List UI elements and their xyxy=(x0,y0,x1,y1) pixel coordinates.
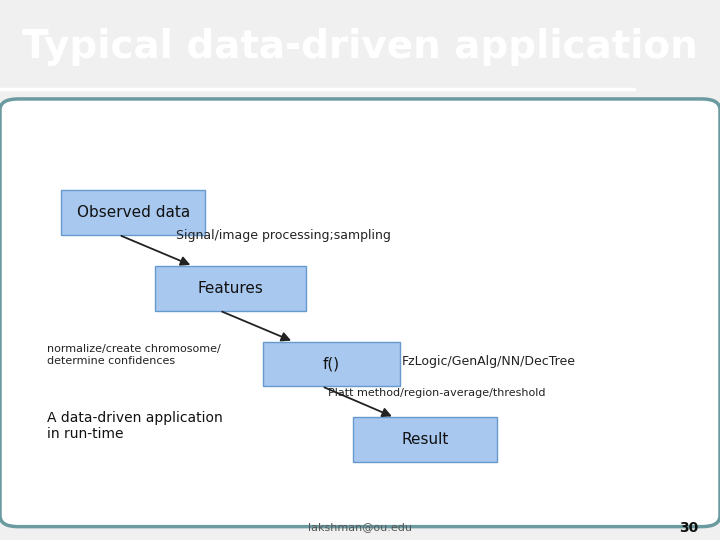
FancyBboxPatch shape xyxy=(263,342,400,386)
FancyBboxPatch shape xyxy=(155,266,306,310)
FancyBboxPatch shape xyxy=(353,417,497,462)
Text: Features: Features xyxy=(197,281,264,296)
Text: 30: 30 xyxy=(679,521,698,535)
Text: FzLogic/GenAlg/NN/DecTree: FzLogic/GenAlg/NN/DecTree xyxy=(402,355,576,368)
FancyBboxPatch shape xyxy=(0,99,720,526)
Text: A data-driven application
in run-time: A data-driven application in run-time xyxy=(47,411,222,442)
Text: lakshman@ou.edu: lakshman@ou.edu xyxy=(308,523,412,532)
Text: Result: Result xyxy=(401,432,449,447)
Text: Typical data-driven application: Typical data-driven application xyxy=(22,28,698,66)
FancyBboxPatch shape xyxy=(61,190,205,235)
Text: Observed data: Observed data xyxy=(76,205,190,220)
Text: f(): f() xyxy=(323,356,340,372)
Text: Platt method/region-average/threshold: Platt method/region-average/threshold xyxy=(328,388,545,397)
Text: normalize/create chromosome/
determine confidences: normalize/create chromosome/ determine c… xyxy=(47,344,220,366)
Text: Signal/image processing;sampling: Signal/image processing;sampling xyxy=(176,230,391,242)
